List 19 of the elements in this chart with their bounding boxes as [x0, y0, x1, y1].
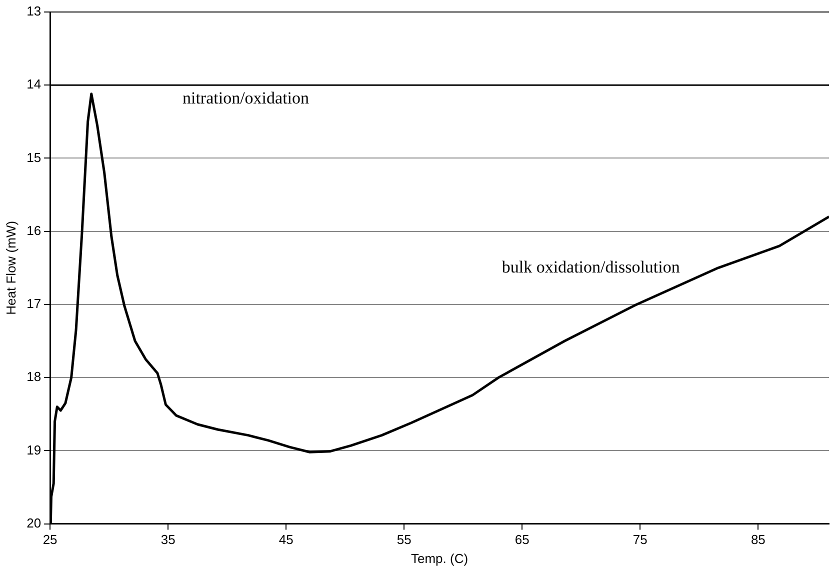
- y-tick-label: 18: [26, 369, 42, 384]
- x-tick-label: 75: [632, 532, 648, 548]
- y-tick-label: 17: [26, 296, 42, 312]
- y-tick-label: 20: [26, 515, 42, 530]
- annotation: nitration/oxidation: [182, 88, 310, 108]
- x-tick-label: 35: [160, 532, 176, 548]
- x-tick-label: 65: [514, 532, 530, 548]
- x-axis-title: Temp. (C): [411, 550, 468, 566]
- x-tick-label: 25: [42, 532, 58, 548]
- y-tick-label: 19: [26, 442, 42, 458]
- y-tick-label: 13: [26, 4, 42, 19]
- y-axis-title: Heat Flow (mW): [3, 220, 18, 315]
- y-tick-label: 14: [26, 76, 42, 92]
- x-tick-label: 85: [750, 532, 766, 548]
- annotation: bulk oxidation/dissolution: [502, 257, 680, 276]
- x-tick-label: 55: [396, 532, 412, 548]
- y-tick-label: 15: [26, 150, 42, 165]
- x-tick-label: 45: [278, 532, 294, 548]
- y-tick-label: 16: [26, 222, 42, 238]
